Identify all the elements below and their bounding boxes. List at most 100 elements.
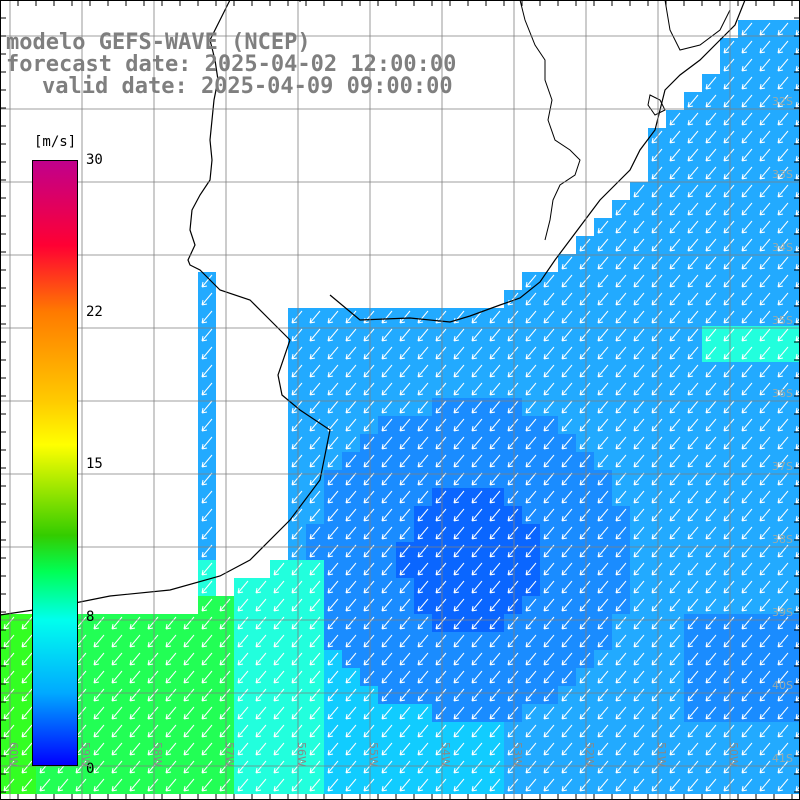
wind-arrow — [759, 580, 771, 594]
wind-arrow — [723, 742, 735, 756]
wind-arrow — [669, 742, 681, 756]
wind-arrow — [3, 706, 15, 720]
wind-arrow — [201, 364, 213, 378]
wind-arrow — [93, 760, 105, 774]
wind-arrow — [669, 724, 681, 738]
wind-arrow — [561, 688, 573, 702]
wind-arrow — [147, 652, 159, 666]
wind-arrow — [615, 670, 627, 684]
wind-arrow — [435, 436, 447, 450]
wind-arrow — [687, 616, 699, 630]
wind-arrow — [795, 587, 800, 594]
wind-arrow — [219, 742, 231, 756]
wind-arrow — [597, 688, 609, 702]
lat-label: 40S — [772, 679, 793, 692]
wind-arrow — [687, 364, 699, 378]
wind-arrow — [741, 436, 753, 450]
wind-arrow — [291, 418, 303, 432]
wind-arrow — [597, 526, 609, 540]
wind-arrow — [615, 364, 627, 378]
wind-arrow — [579, 778, 591, 792]
wind-arrow — [777, 364, 789, 378]
wind-arrow — [579, 256, 591, 270]
wind-arrow — [453, 364, 465, 378]
wind-arrow — [633, 310, 645, 324]
wind-arrow — [777, 418, 789, 432]
wind-arrow — [309, 652, 321, 666]
wind-cell — [792, 722, 800, 740]
wind-arrow — [615, 508, 627, 522]
wind-arrow — [633, 292, 645, 306]
wind-arrow — [309, 688, 321, 702]
wind-arrow — [201, 472, 213, 486]
wind-arrow — [201, 562, 213, 576]
wind-arrow — [525, 274, 537, 288]
wind-arrow — [471, 760, 483, 774]
wind-arrow — [417, 778, 429, 792]
wind-arrow — [399, 724, 411, 738]
wind-arrow — [525, 454, 537, 468]
wind-arrow — [777, 220, 789, 234]
wind-arrow — [741, 364, 753, 378]
wind-arrow — [669, 202, 681, 216]
wind-arrow — [417, 436, 429, 450]
wind-arrow — [291, 364, 303, 378]
wind-arrow — [741, 94, 753, 108]
wind-arrow — [561, 760, 573, 774]
wind-arrow — [327, 454, 339, 468]
wind-arrow — [615, 742, 627, 756]
wind-arrow — [651, 652, 663, 666]
wind-arrow — [651, 760, 663, 774]
wind-arrow — [273, 724, 285, 738]
wind-arrow — [777, 40, 789, 54]
wind-arrow — [399, 706, 411, 720]
wind-arrow — [435, 472, 447, 486]
wind-arrow — [327, 436, 339, 450]
wind-arrow — [579, 274, 591, 288]
wind-cell — [792, 290, 800, 308]
wind-arrow — [723, 58, 735, 72]
wind-arrow — [705, 688, 717, 702]
wind-arrow — [489, 526, 501, 540]
wind-arrow — [291, 634, 303, 648]
wind-arrow — [597, 346, 609, 360]
wind-arrow — [561, 382, 573, 396]
lat-label: 35S — [772, 314, 793, 327]
wind-arrow — [201, 454, 213, 468]
wind-arrow — [723, 112, 735, 126]
wind-arrow — [705, 706, 717, 720]
wind-arrow — [597, 364, 609, 378]
wind-arrow — [219, 670, 231, 684]
wind-arrow — [471, 436, 483, 450]
wind-arrow — [399, 760, 411, 774]
wind-arrow — [597, 238, 609, 252]
wind-arrow — [309, 508, 321, 522]
wind-arrow — [435, 418, 447, 432]
wind-arrow — [759, 634, 771, 648]
wind-arrow — [381, 706, 393, 720]
wind-arrow — [579, 670, 591, 684]
wind-arrow — [687, 166, 699, 180]
wind-arrow — [687, 760, 699, 774]
wind-arrow — [687, 454, 699, 468]
wind-arrow — [561, 562, 573, 576]
wind-arrow — [705, 454, 717, 468]
wind-arrow — [489, 598, 501, 612]
wind-arrow — [615, 328, 627, 342]
wind-arrow — [705, 94, 717, 108]
wind-cell — [792, 326, 800, 344]
wind-arrow — [399, 508, 411, 522]
wind-arrow — [507, 526, 519, 540]
wind-arrow — [651, 184, 663, 198]
wind-arrow — [795, 713, 800, 720]
wind-arrow — [723, 40, 735, 54]
wind-arrow — [489, 490, 501, 504]
wind-arrow — [471, 328, 483, 342]
wind-arrow — [111, 706, 123, 720]
wind-arrow — [705, 634, 717, 648]
wind-arrow — [147, 778, 159, 792]
wind-arrow — [759, 490, 771, 504]
wind-arrow — [795, 47, 800, 54]
wind-arrow — [579, 742, 591, 756]
wind-arrow — [363, 760, 375, 774]
